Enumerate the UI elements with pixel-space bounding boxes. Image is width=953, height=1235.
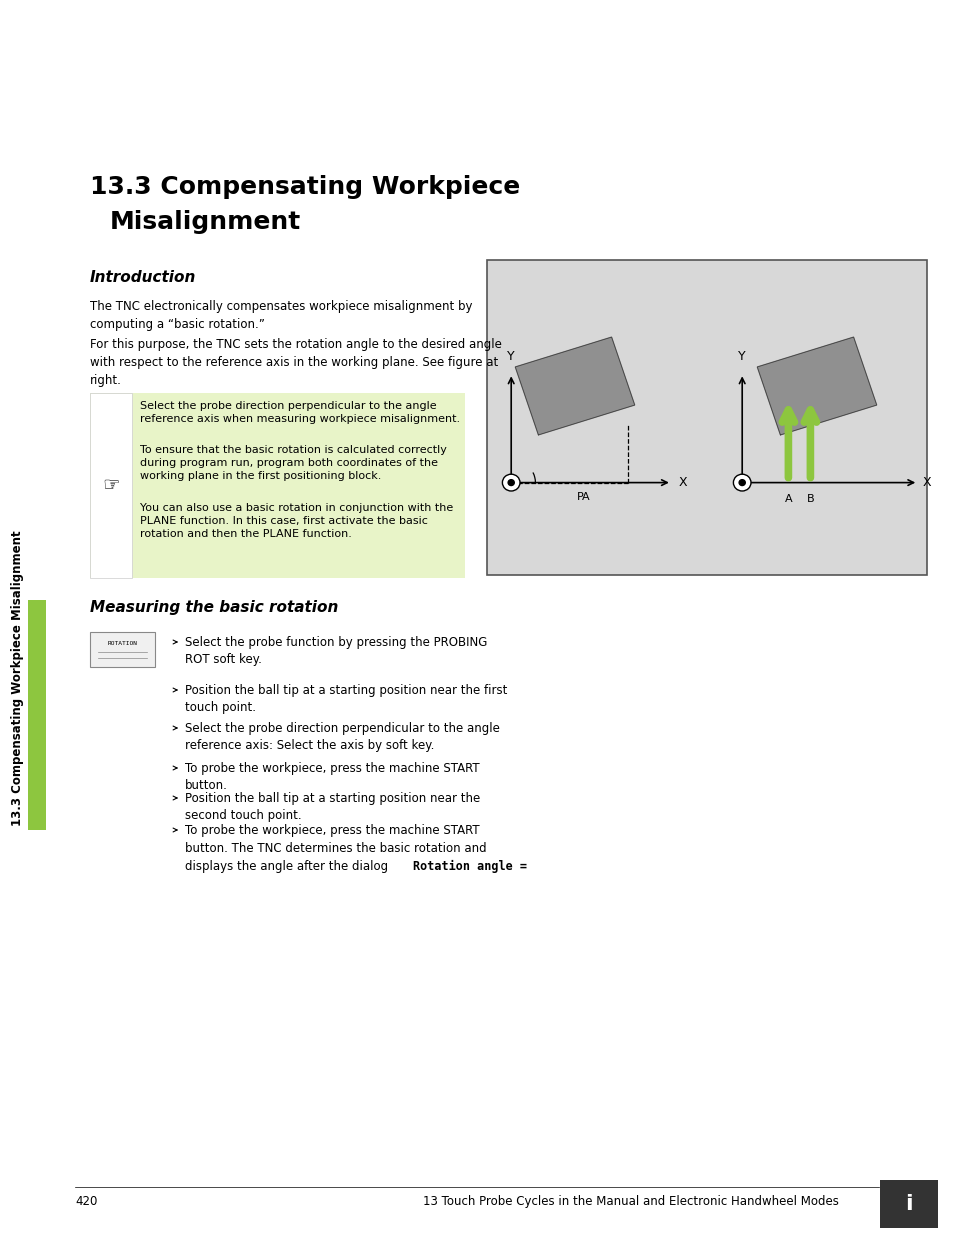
- Text: To probe the workpiece, press the machine START: To probe the workpiece, press the machin…: [185, 824, 479, 837]
- Bar: [90, 632, 154, 667]
- Text: 13 Touch Probe Cycles in the Manual and Electronic Handwheel Modes: 13 Touch Probe Cycles in the Manual and …: [423, 1195, 838, 1208]
- Text: button. The TNC determines the basic rotation and: button. The TNC determines the basic rot…: [185, 842, 486, 855]
- Text: To probe the workpiece, press the machine START
button.: To probe the workpiece, press the machin…: [185, 762, 479, 793]
- Text: B: B: [805, 494, 813, 504]
- Bar: [90, 393, 132, 578]
- Text: displays the angle after the dialog: displays the angle after the dialog: [185, 860, 392, 873]
- Text: Position the ball tip at a starting position near the first
touch point.: Position the ball tip at a starting posi…: [185, 684, 507, 715]
- Text: You can also use a basic rotation in conjunction with the
PLANE function. In thi: You can also use a basic rotation in con…: [140, 503, 453, 540]
- Bar: [90, 393, 464, 578]
- Circle shape: [502, 474, 519, 492]
- Bar: [879, 1179, 937, 1228]
- Text: Y: Y: [507, 350, 515, 363]
- Text: 420: 420: [75, 1195, 97, 1208]
- Text: Misalignment: Misalignment: [110, 210, 301, 233]
- Text: ☞: ☞: [102, 475, 120, 495]
- Text: X: X: [922, 477, 930, 489]
- Text: Measuring the basic rotation: Measuring the basic rotation: [90, 600, 338, 615]
- Text: Position the ball tip at a starting position near the
second touch point.: Position the ball tip at a starting posi…: [185, 792, 479, 823]
- Text: 13.3 Compensating Workpiece Misalignment: 13.3 Compensating Workpiece Misalignment: [11, 530, 25, 826]
- Text: Y: Y: [738, 350, 745, 363]
- Text: Rotation angle =: Rotation angle =: [413, 860, 526, 873]
- Text: Introduction: Introduction: [90, 270, 196, 285]
- Circle shape: [733, 474, 750, 492]
- Polygon shape: [757, 337, 876, 435]
- Text: To ensure that the basic rotation is calculated correctly
during program run, pr: To ensure that the basic rotation is cal…: [140, 445, 446, 482]
- Text: i: i: [904, 1194, 912, 1214]
- Text: The TNC electronically compensates workpiece misalignment by
computing a “basic : The TNC electronically compensates workp…: [90, 300, 472, 331]
- Text: For this purpose, the TNC sets the rotation angle to the desired angle
with resp: For this purpose, the TNC sets the rotat…: [90, 338, 501, 387]
- Text: Select the probe direction perpendicular to the angle
reference axis: Select the: Select the probe direction perpendicular…: [185, 722, 499, 752]
- Text: PA: PA: [577, 493, 590, 503]
- Bar: [486, 261, 926, 576]
- Text: X: X: [678, 477, 686, 489]
- Circle shape: [739, 479, 744, 485]
- Circle shape: [508, 479, 514, 485]
- Text: A: A: [783, 494, 791, 504]
- Text: Select the probe function by pressing the PROBING
ROT soft key.: Select the probe function by pressing th…: [185, 636, 487, 667]
- Text: ROTATION: ROTATION: [108, 641, 137, 646]
- Text: 13.3 Compensating Workpiece: 13.3 Compensating Workpiece: [90, 175, 519, 199]
- Polygon shape: [515, 337, 634, 435]
- Text: Select the probe direction perpendicular to the angle
reference axis when measur: Select the probe direction perpendicular…: [140, 401, 459, 424]
- Bar: [28, 600, 46, 830]
